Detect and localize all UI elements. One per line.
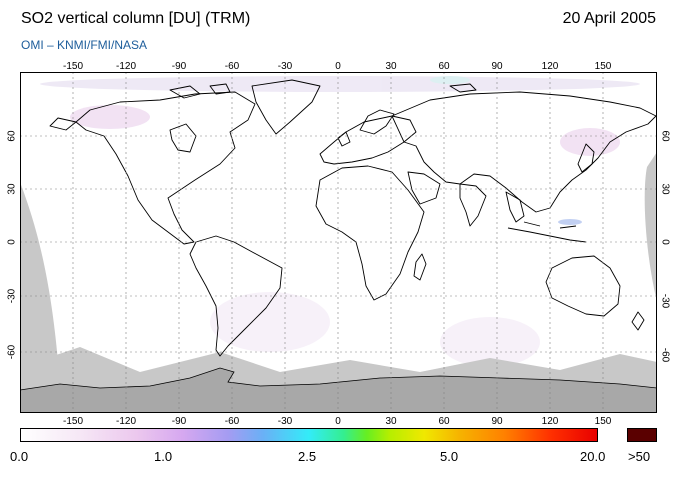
new-zealand: [631, 311, 645, 331]
lat-tick-left: 30: [6, 183, 18, 195]
world-map: [20, 72, 657, 413]
alaska-coast: [49, 117, 77, 131]
lon-tick-bottom: -60: [224, 416, 240, 427]
lon-tick-top: -150: [62, 61, 84, 72]
lon-tick-top: -120: [115, 61, 137, 72]
lon-tick-bottom: 90: [491, 416, 503, 427]
europe: [319, 115, 417, 165]
colorbar: [20, 428, 598, 442]
lon-tick-top: -30: [277, 61, 293, 72]
colorbar-label: 1.0: [154, 449, 173, 464]
lon-tick-bottom: 30: [385, 416, 397, 427]
colorbar-overflow-label: >50: [628, 449, 651, 464]
lon-tick-top: 150: [594, 61, 612, 72]
colorbar-label: 2.5: [298, 449, 317, 464]
scandinavia: [359, 109, 395, 135]
colorbar-label: 20.0: [580, 449, 606, 464]
japan: [577, 143, 595, 173]
lon-tick-bottom: -150: [62, 416, 84, 427]
lon-tick-top: -60: [224, 61, 240, 72]
so2-haze: [40, 76, 640, 367]
coastlines: [49, 79, 657, 357]
lon-tick-top: -90: [171, 61, 187, 72]
lat-tick-left: 60: [6, 130, 18, 142]
australia: [545, 255, 621, 317]
lon-tick-top: 0: [335, 61, 341, 72]
data-credit: OMI – KNMI/FMI/NASA: [21, 38, 148, 52]
madagascar: [413, 253, 427, 281]
colorbar-overflow-swatch: [627, 428, 657, 442]
lat-tick-left: -60: [6, 344, 18, 360]
lat-tick-right: 30: [659, 183, 671, 195]
map-date: 20 April 2005: [562, 10, 656, 27]
lon-tick-bottom: -30: [277, 416, 293, 427]
lon-tick-bottom: -90: [171, 416, 187, 427]
south-america: [189, 235, 283, 357]
arabia: [407, 171, 441, 205]
north-america: [75, 91, 256, 245]
indonesia: [507, 221, 587, 243]
lon-tick-top: 30: [385, 61, 397, 72]
lat-tick-left: -30: [6, 288, 18, 304]
lat-tick-right: 60: [659, 130, 671, 142]
lon-tick-top: 90: [491, 61, 503, 72]
lat-tick-right: -30: [659, 293, 671, 309]
africa: [315, 165, 425, 301]
colorbar-label: 5.0: [440, 449, 459, 464]
lon-tick-top: 60: [438, 61, 450, 72]
southeast-asia: [505, 191, 525, 223]
lat-tick-right: -60: [659, 347, 671, 363]
map-title: SO2 vertical column [DU] (TRM): [21, 10, 251, 27]
lat-tick-left: 0: [6, 239, 18, 245]
britain: [337, 131, 351, 147]
greenland: [251, 79, 321, 135]
india: [459, 183, 487, 227]
lon-tick-top: 120: [541, 61, 559, 72]
map-frame: [20, 72, 657, 413]
lon-tick-bottom: 0: [335, 416, 341, 427]
antarctica: [20, 367, 657, 413]
lon-tick-bottom: 120: [541, 416, 559, 427]
graticule: [20, 72, 657, 413]
lon-tick-bottom: 60: [438, 416, 450, 427]
lon-tick-bottom: 150: [594, 416, 612, 427]
lat-tick-right: 0: [659, 239, 671, 245]
hudson-bay: [169, 123, 197, 153]
asia: [391, 91, 657, 213]
colorbar-label: 0.0: [10, 449, 29, 464]
lon-tick-bottom: -120: [115, 416, 137, 427]
arctic-islands: [169, 83, 477, 99]
